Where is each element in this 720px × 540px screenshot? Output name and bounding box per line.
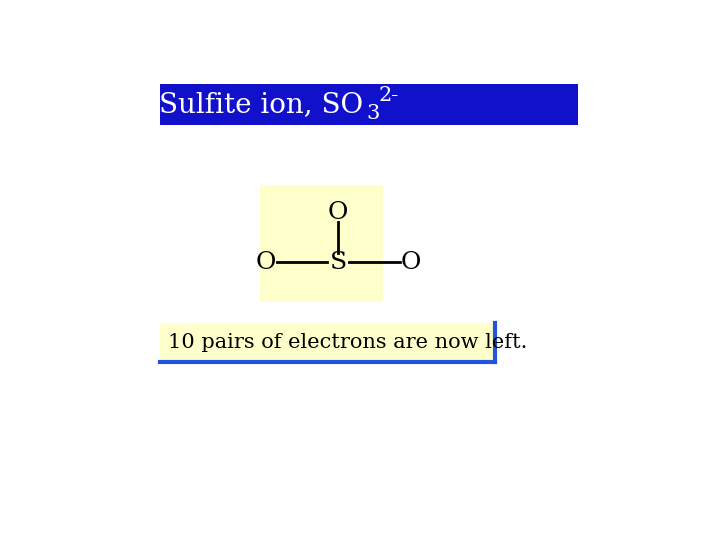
Text: 2-: 2- bbox=[379, 86, 400, 105]
Text: O: O bbox=[256, 251, 276, 274]
Text: O: O bbox=[328, 201, 348, 224]
Text: 3: 3 bbox=[366, 104, 379, 123]
Text: 10 pairs of electrons are now left.: 10 pairs of electrons are now left. bbox=[168, 333, 528, 352]
Text: Sulfite ion, SO: Sulfite ion, SO bbox=[159, 91, 364, 118]
FancyBboxPatch shape bbox=[160, 322, 495, 362]
FancyBboxPatch shape bbox=[160, 84, 578, 125]
Text: O: O bbox=[400, 251, 421, 274]
FancyBboxPatch shape bbox=[260, 185, 383, 302]
Text: S: S bbox=[330, 251, 347, 274]
